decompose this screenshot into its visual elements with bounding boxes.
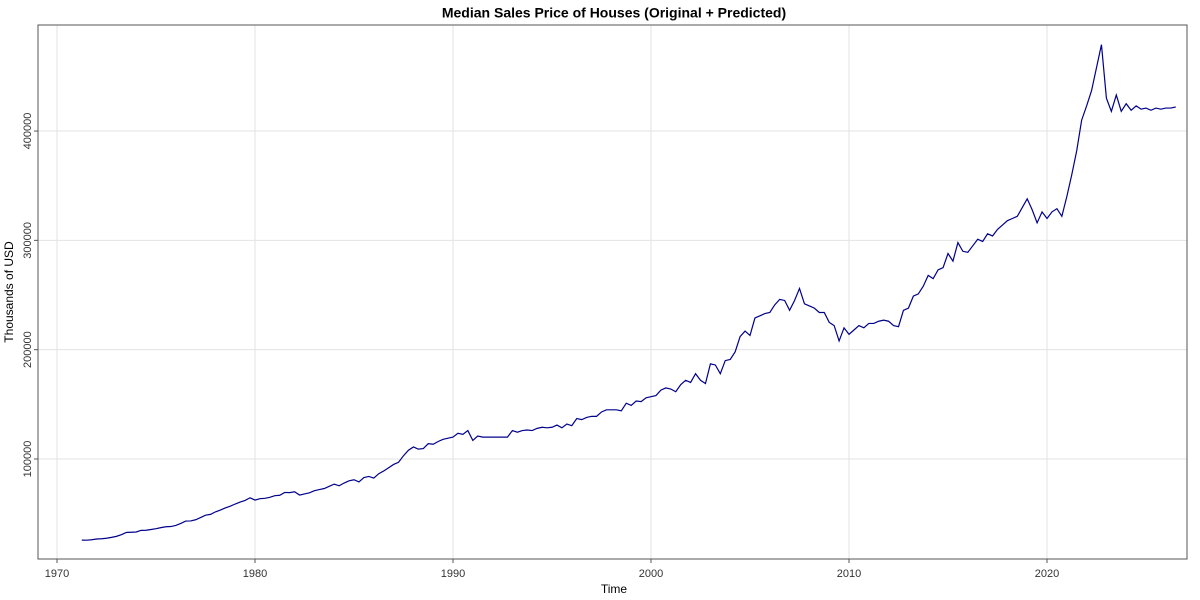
x-tick-label: 1970 xyxy=(45,568,69,580)
x-axis-title: Time xyxy=(601,582,628,596)
x-tick-label: 1980 xyxy=(243,568,267,580)
x-tick-label: 1990 xyxy=(441,568,465,580)
x-tick-label: 2010 xyxy=(837,568,861,580)
y-axis-title: Thousands of USD xyxy=(2,241,16,343)
y-tick-label: 200000 xyxy=(22,331,34,368)
y-tick-label: 100000 xyxy=(22,441,34,478)
chart-title: Median Sales Price of Houses (Original +… xyxy=(442,5,786,21)
x-tick-label: 2020 xyxy=(1035,568,1059,580)
data-line xyxy=(81,44,1176,541)
plot-background xyxy=(38,25,1187,559)
x-tick-label: 2000 xyxy=(639,568,663,580)
y-tick-label: 300000 xyxy=(22,222,34,259)
y-tick-label: 400000 xyxy=(22,113,34,150)
plot-border xyxy=(37,24,1188,560)
